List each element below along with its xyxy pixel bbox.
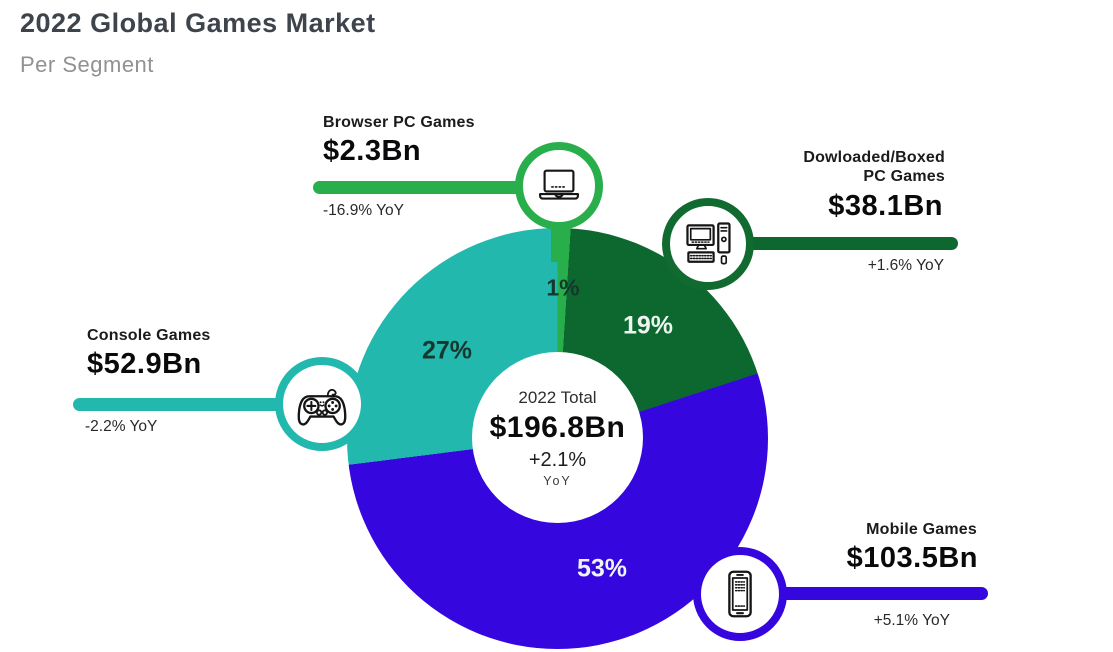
downloaded-segment-yoy: +1.6% YoY xyxy=(867,257,944,274)
center-yoy-label: YoY xyxy=(543,473,572,488)
percent-label-downloaded: 19% xyxy=(622,311,674,340)
center-total-value: $196.8Bn xyxy=(489,410,626,444)
console-segment-value: $52.9Bn xyxy=(87,348,202,380)
smartphone-icon xyxy=(728,570,752,618)
browser-segment-yoy: -16.9% YoY xyxy=(323,202,405,219)
percent-label-mobile: 53% xyxy=(576,554,628,583)
page-title: 2022 Global Games Market xyxy=(20,8,376,38)
downloaded-connector-line xyxy=(705,237,958,250)
downloaded-icon-badge xyxy=(662,198,754,290)
downloaded-segment-title-line1: Dowloaded/Boxed xyxy=(803,149,945,166)
donut-center: 2022 Total $196.8Bn +2.1% YoY xyxy=(472,352,643,523)
console-segment-yoy: -2.2% YoY xyxy=(85,418,158,435)
mobile-connector-line xyxy=(738,587,988,600)
downloaded-segment-title-line2: PC Games xyxy=(863,168,945,185)
desktop-pc-icon xyxy=(686,222,731,265)
browser-connector-line xyxy=(313,181,560,194)
browser-segment-title: Browser PC Games xyxy=(323,114,475,131)
laptop-icon xyxy=(539,169,579,200)
console-icon-badge xyxy=(275,357,369,451)
percent-label-console: 27% xyxy=(421,336,473,365)
browser-segment-value: $2.3Bn xyxy=(323,135,422,167)
console-connector-line xyxy=(73,398,323,411)
page-subtitle: Per Segment xyxy=(20,52,154,77)
game-controller-icon xyxy=(297,388,347,426)
percent-label-browser: 1% xyxy=(546,274,580,301)
mobile-segment-value: $103.5Bn xyxy=(846,542,978,574)
center-yoy-change: +2.1% xyxy=(528,448,587,471)
mobile-segment-yoy: +5.1% YoY xyxy=(873,612,950,629)
downloaded-segment-value: $38.1Bn xyxy=(828,190,943,222)
console-segment-title: Console Games xyxy=(87,327,211,344)
mobile-segment-title: Mobile Games xyxy=(866,521,977,538)
mobile-icon-badge xyxy=(693,547,787,641)
browser-icon-badge xyxy=(515,142,603,230)
center-total-label: 2022 Total xyxy=(518,387,597,407)
